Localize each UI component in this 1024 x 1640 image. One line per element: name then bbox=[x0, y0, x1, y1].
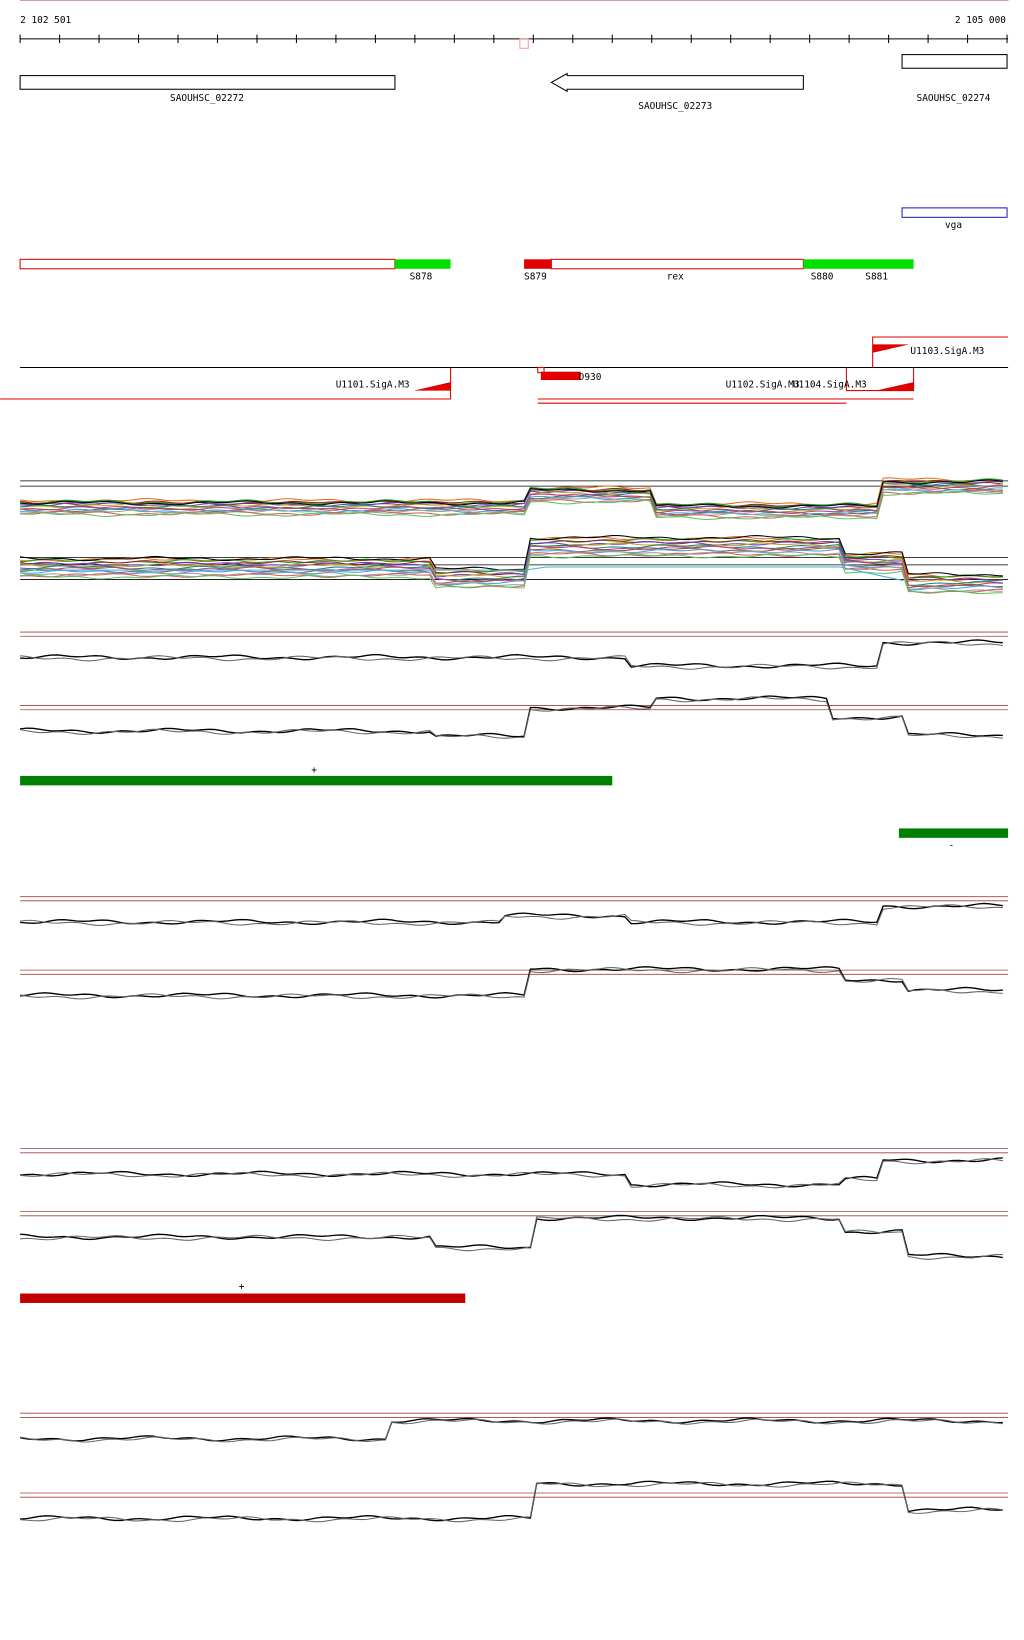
trace bbox=[20, 966, 1003, 1000]
promoter-box bbox=[537, 366, 545, 374]
promoter-label: D930 bbox=[579, 372, 602, 383]
traces bbox=[19, 0, 1009, 1523]
promoter-arrow bbox=[413, 382, 451, 391]
trace bbox=[20, 904, 1003, 926]
trace bbox=[20, 1481, 1003, 1523]
strand-label: - bbox=[949, 840, 955, 851]
trace bbox=[20, 566, 904, 582]
segment-label: S878 bbox=[410, 271, 433, 282]
trace bbox=[20, 1214, 1003, 1259]
trace bbox=[20, 1480, 1003, 1522]
segment bbox=[524, 259, 552, 269]
trace bbox=[20, 688, 1003, 730]
trace bbox=[20, 550, 1003, 592]
trace bbox=[20, 640, 1003, 670]
strand-label: + bbox=[239, 1281, 245, 1292]
trace bbox=[20, 553, 1003, 594]
strand-bar bbox=[20, 1293, 466, 1303]
ruler-start: 2 102 501 bbox=[20, 15, 71, 26]
ruler-ticks bbox=[19, 34, 1008, 44]
gene-label: SAOUHSC_02274 bbox=[917, 93, 991, 104]
trace bbox=[20, 895, 1003, 916]
trace bbox=[20, 639, 1003, 669]
segment bbox=[803, 259, 914, 269]
trace bbox=[20, 1216, 1003, 1260]
segment bbox=[19, 258, 396, 270]
trace bbox=[20, 1207, 1003, 1250]
segment bbox=[394, 259, 451, 269]
trace bbox=[20, 696, 1003, 739]
strand-label: + bbox=[311, 765, 317, 776]
segment-label: S880 bbox=[811, 271, 834, 282]
ruler-end: 2 105 000 bbox=[955, 15, 1006, 26]
trace bbox=[20, 545, 1003, 588]
trace bbox=[20, 1157, 1003, 1188]
trace bbox=[20, 1418, 1003, 1443]
trace bbox=[20, 541, 1003, 582]
gene-label: SAOUHSC_02272 bbox=[170, 93, 244, 104]
trace bbox=[20, 1473, 1003, 1513]
trace bbox=[20, 547, 1003, 589]
trace bbox=[20, 902, 1003, 926]
promoter-arrow bbox=[872, 344, 910, 353]
trace bbox=[20, 479, 1003, 509]
trace bbox=[20, 483, 1003, 513]
trace bbox=[20, 488, 1003, 518]
promoter-line bbox=[872, 336, 1009, 368]
trace bbox=[20, 1158, 1003, 1189]
gene-box bbox=[901, 207, 1008, 218]
promoter-label: U1104.SigA.M3 bbox=[793, 379, 867, 390]
trace bbox=[20, 482, 1003, 512]
promoter-label: U1102.SigA.M3 bbox=[726, 379, 800, 390]
promoter-label: U1101.SigA.M3 bbox=[336, 379, 410, 390]
gene-label: SAOUHSC_02273 bbox=[638, 101, 712, 112]
segment-label: rex bbox=[667, 271, 684, 282]
strand-bar bbox=[20, 775, 613, 786]
trace bbox=[19, 1417, 1003, 1442]
trace bbox=[20, 486, 1003, 516]
trace bbox=[20, 544, 1003, 586]
strand-bar bbox=[898, 828, 1009, 838]
segment-label: S879 bbox=[524, 271, 547, 282]
gene-label: vga bbox=[945, 220, 962, 231]
trace bbox=[20, 966, 1003, 999]
gene-arrow bbox=[550, 72, 804, 93]
gene-box bbox=[19, 75, 396, 90]
segment-label: S881 bbox=[865, 271, 888, 282]
trace bbox=[20, 490, 1003, 521]
ruler-marker bbox=[519, 38, 529, 49]
promoter-label: U1103.SigA.M3 bbox=[910, 346, 984, 357]
segment bbox=[550, 258, 804, 270]
promoter-line bbox=[0, 367, 452, 400]
promoter-arrow bbox=[875, 382, 914, 391]
gene-box bbox=[901, 54, 1008, 69]
trace bbox=[20, 548, 1003, 591]
promoter-box bbox=[540, 371, 581, 381]
